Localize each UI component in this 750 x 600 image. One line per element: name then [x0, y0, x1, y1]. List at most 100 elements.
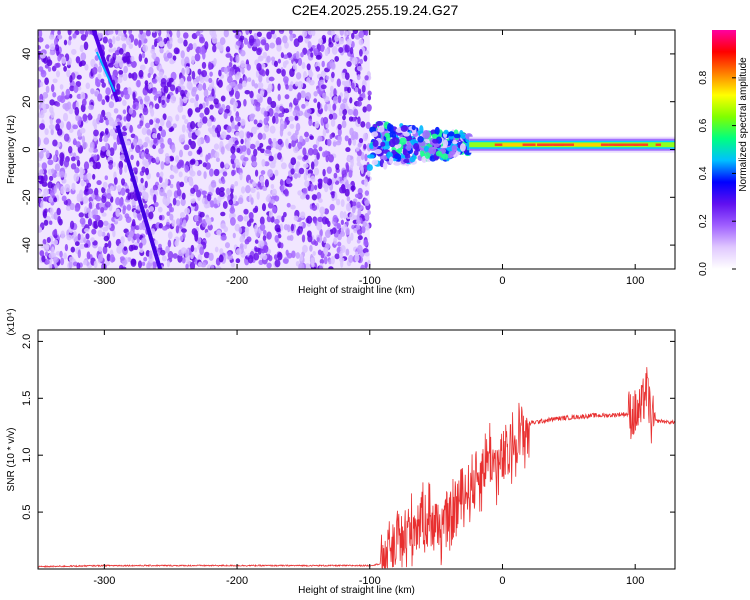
noise-blob — [161, 255, 167, 262]
noise-blob — [180, 247, 187, 254]
noise-blob — [352, 30, 359, 35]
noise-blob — [103, 220, 109, 226]
noise-blob — [125, 188, 130, 194]
noise-blob — [292, 61, 297, 70]
noise-blob — [359, 164, 364, 171]
noise-blob — [235, 258, 241, 264]
noise-blob — [330, 118, 336, 127]
noise-blob — [55, 44, 60, 52]
noise-blob — [240, 118, 246, 126]
noise-blob — [360, 121, 366, 128]
noise-blob — [330, 256, 335, 265]
noise-blob — [228, 137, 234, 147]
noise-blob — [202, 116, 208, 124]
noise-blob — [281, 215, 285, 223]
noise-blob — [298, 167, 305, 175]
noise-blob — [335, 163, 340, 170]
noise-blob — [144, 148, 149, 155]
noise-blob — [345, 147, 351, 153]
noise-blob — [184, 56, 190, 65]
noise-blob — [343, 211, 347, 220]
noise-blob — [284, 94, 290, 100]
noise-blob — [181, 124, 186, 133]
noise-blob — [45, 150, 50, 159]
noise-blob — [364, 199, 370, 206]
noise-blob — [53, 37, 59, 47]
noise-blob — [94, 78, 101, 87]
noise-blob — [190, 55, 196, 65]
noise-blob — [271, 188, 277, 197]
noise-blob — [333, 88, 337, 97]
noise-blob — [87, 188, 94, 195]
noise-blob — [103, 235, 110, 242]
noise-blob — [345, 227, 350, 236]
noise-blob — [154, 103, 160, 110]
noise-blob — [130, 133, 136, 139]
noise-blob — [356, 100, 362, 107]
x-tick-label: -100 — [359, 575, 381, 587]
noise-blob — [265, 195, 271, 203]
noise-blob — [82, 113, 88, 122]
noise-blob — [108, 163, 113, 170]
noise-blob — [105, 95, 110, 103]
noise-blob — [77, 249, 81, 259]
noise-blob — [274, 259, 281, 268]
noise-blob — [71, 234, 75, 240]
noise-blob — [264, 42, 270, 52]
noise-blob — [169, 84, 176, 92]
signal-blob — [380, 141, 386, 147]
noise-blob — [203, 251, 210, 259]
noise-blob — [243, 243, 248, 250]
noise-blob — [39, 223, 45, 228]
snr-series-group — [38, 367, 675, 569]
noise-blob — [293, 173, 299, 179]
noise-blob — [222, 201, 228, 209]
noise-blob — [213, 203, 219, 209]
noise-blob — [183, 32, 189, 39]
noise-blob — [367, 95, 372, 101]
noise-blob — [133, 245, 139, 251]
noise-blob — [289, 234, 294, 242]
signal-blob — [406, 144, 412, 152]
noise-blob — [209, 104, 214, 110]
noise-blob — [364, 213, 370, 221]
noise-blob — [155, 156, 160, 163]
noise-blob — [79, 30, 85, 35]
noise-blob — [357, 116, 361, 125]
noise-blob — [105, 87, 111, 96]
noise-blob — [197, 261, 203, 267]
noise-blob — [310, 175, 316, 183]
noise-blob — [162, 113, 167, 121]
noise-blob — [122, 73, 128, 82]
noise-blob — [198, 103, 203, 110]
noise-blob — [116, 55, 122, 63]
noise-blob — [301, 234, 306, 243]
noise-blob — [279, 179, 284, 186]
noise-blob — [234, 181, 239, 187]
noise-blob — [195, 129, 201, 136]
noise-blob — [188, 138, 192, 146]
noise-blob — [270, 100, 277, 109]
noise-blob — [226, 125, 232, 133]
noise-blob — [76, 74, 82, 80]
signal-blob — [447, 131, 455, 137]
noise-blob — [68, 256, 75, 262]
noise-blob — [350, 185, 356, 191]
noise-blob — [40, 243, 46, 249]
noise-blob — [194, 53, 201, 62]
noise-blob — [352, 201, 357, 207]
noise-blob — [320, 70, 327, 78]
noise-blob — [311, 107, 315, 114]
noise-blob — [282, 54, 289, 59]
noise-blob — [158, 214, 163, 221]
noise-blob — [88, 211, 93, 219]
noise-blob — [124, 164, 128, 173]
noise-blob — [356, 65, 363, 72]
noise-blob — [213, 57, 217, 65]
noise-blob — [356, 155, 361, 163]
noise-blob — [238, 226, 242, 234]
noise-blob — [194, 247, 198, 253]
noise-blob — [149, 105, 153, 114]
noise-blob — [235, 54, 240, 64]
noise-blob — [308, 118, 313, 127]
